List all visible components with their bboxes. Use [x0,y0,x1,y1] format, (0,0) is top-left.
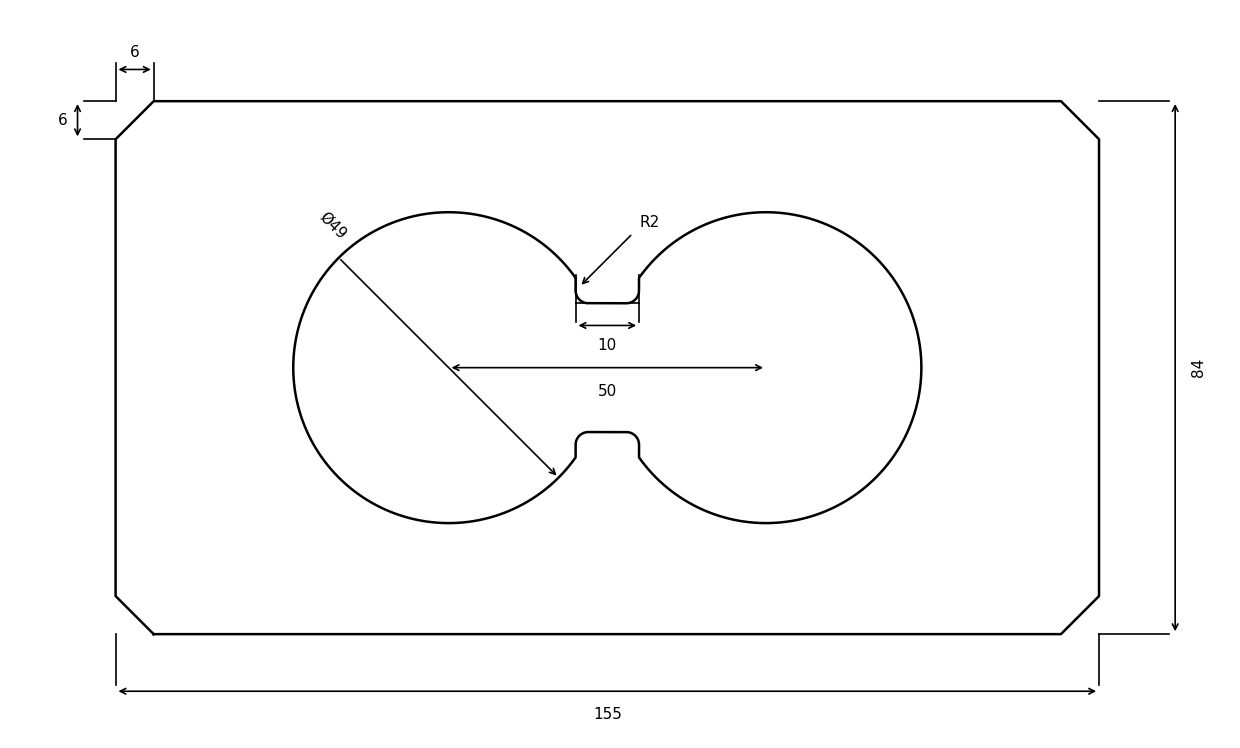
Text: Ø49: Ø49 [316,209,348,242]
Text: 84: 84 [1192,358,1207,377]
Text: 10: 10 [598,338,618,353]
Text: 155: 155 [593,707,621,722]
Text: 6: 6 [58,113,68,128]
Text: R2: R2 [639,215,660,230]
Text: 6: 6 [130,45,140,60]
Text: 50: 50 [598,384,618,399]
